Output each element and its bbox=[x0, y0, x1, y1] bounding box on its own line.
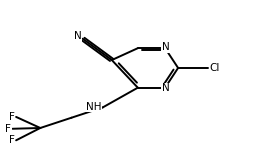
Text: Cl: Cl bbox=[210, 63, 220, 73]
Text: N: N bbox=[162, 83, 170, 94]
Text: F: F bbox=[9, 112, 15, 122]
Text: F: F bbox=[9, 135, 15, 145]
Text: F: F bbox=[5, 124, 11, 134]
Text: N: N bbox=[162, 42, 170, 52]
Text: N: N bbox=[74, 31, 81, 41]
Text: NH: NH bbox=[86, 102, 101, 112]
